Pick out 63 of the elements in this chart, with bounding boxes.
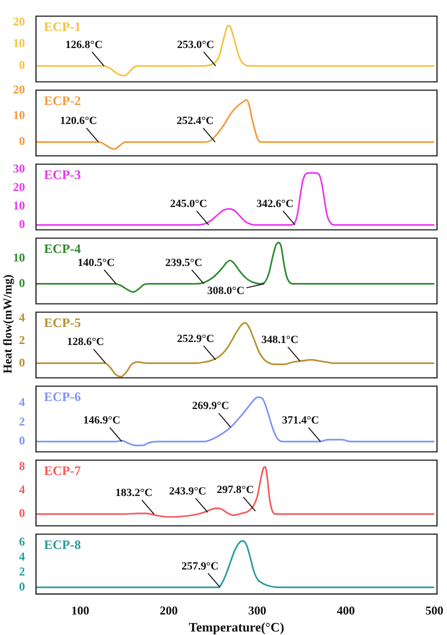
y-tick-label: 0 [19, 355, 25, 370]
y-tick-label: 20 [13, 180, 25, 194]
y-tick-label: 0 [19, 217, 25, 232]
y-tick-label: 4 [19, 549, 25, 564]
y-tick-label: 8 [19, 459, 25, 474]
x-tick-label: 100 [71, 603, 90, 618]
y-tick-label: 6 [19, 534, 25, 549]
x-axis-title: Temperature(°C) [188, 620, 284, 635]
annotation: 252.4°C [176, 115, 214, 128]
x-tick-label: 400 [336, 603, 355, 618]
annotation: 257.9°C [181, 560, 219, 572]
x-tick-label: 500 [425, 603, 444, 618]
line-series [36, 242, 436, 293]
annotation: 120.6°C [60, 115, 98, 128]
y-tick-label: 10 [13, 108, 25, 122]
text: ECP-5 [44, 315, 82, 330]
annotation: 245.0°C [170, 198, 208, 210]
annotation: 239.5°C [165, 256, 202, 269]
text: ECP-4 [44, 241, 82, 256]
annotation: 308.0°C [207, 284, 244, 297]
y-axis-title: Heat flow(mW/mg) [0, 274, 16, 374]
y-tick-label: 2 [19, 414, 25, 428]
y-tick-label: 20 [13, 82, 25, 96]
annotation: 128.6°C [67, 336, 104, 348]
x-tick-label: 300 [248, 603, 266, 618]
y-tick-label: 4 [19, 482, 25, 497]
y-tick-label: 0 [19, 134, 25, 148]
x-tick-label: 200 [160, 603, 178, 618]
y-tick-label: 0 [19, 434, 25, 448]
y-tick-label: 0 [19, 579, 25, 594]
text: ECP-3 [44, 167, 82, 182]
y-tick-label: 10 [13, 36, 25, 50]
annotation: 243.9°C [169, 485, 206, 498]
y-tick-label: 4 [19, 310, 25, 324]
y-tick-label: 0 [19, 276, 25, 290]
y-tick-label: 10 [13, 250, 25, 264]
y-tick-label: 10 [13, 198, 25, 212]
line-series [36, 172, 436, 226]
y-tick-label: 2 [19, 332, 25, 347]
text: ECP-7 [44, 463, 82, 478]
line-series [36, 540, 436, 588]
y-tick-label: 2 [19, 564, 25, 578]
annotation: 348.1°C [261, 334, 298, 346]
y-tick-label: 0 [19, 58, 25, 72]
annotation: 126.8°C [65, 38, 103, 51]
y-tick-label: 30 [13, 161, 25, 176]
text: ECP-6 [44, 389, 82, 404]
line-series [36, 466, 436, 518]
y-tick-label: 0 [19, 506, 25, 520]
y-tick-label: 20 [13, 14, 25, 28]
annotation: 371.4°C [282, 414, 320, 427]
text: ECP-8 [44, 537, 82, 552]
annotation: 253.0°C [177, 38, 214, 51]
annotation: 252.9°C [177, 332, 214, 345]
text: ECP-1 [44, 19, 81, 34]
annotation: 297.8°C [216, 484, 254, 496]
annotation: 146.9°C [83, 414, 120, 427]
text: ECP-2 [44, 93, 81, 108]
annotation: 342.6°C [256, 198, 294, 210]
annotation: 140.5°C [78, 256, 115, 269]
y-tick-label: 4 [19, 395, 25, 410]
annotation: 269.9°C [192, 400, 230, 412]
annotation: 183.2°C [115, 487, 153, 500]
